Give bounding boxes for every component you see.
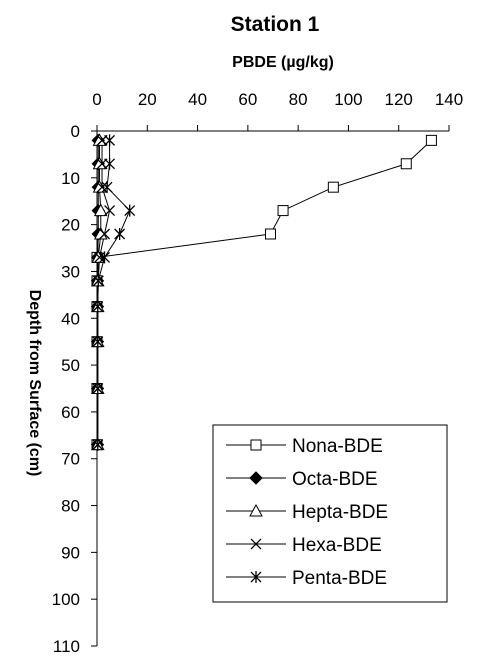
data-point-penta-bde xyxy=(124,204,136,217)
data-point-hexa-bde xyxy=(94,251,105,263)
legend-marker-penta-bde xyxy=(250,571,262,583)
x-tick-label: 60 xyxy=(238,90,257,109)
x-tick-label: 140 xyxy=(435,90,463,109)
series-markers xyxy=(90,133,437,452)
y-axis-title: Depth from Surface (cm) xyxy=(26,290,43,477)
y-tick-label: 100 xyxy=(52,590,80,609)
data-point-penta-bde xyxy=(99,251,111,264)
chart-title: Station 1 xyxy=(231,13,320,36)
data-point-nona-bde xyxy=(277,205,289,217)
legend-marker-hepta-bde xyxy=(249,503,263,517)
data-point-penta-bde xyxy=(104,157,116,170)
legend-label-hexa-bde: Hexa-BDE xyxy=(292,535,382,556)
data-point-hexa-bde xyxy=(96,181,108,193)
legend-label-octa-bde: Octa-BDE xyxy=(292,469,378,490)
y-tick-label: 80 xyxy=(61,497,80,516)
x-tick-label: 40 xyxy=(188,90,207,109)
y-tick-label: 60 xyxy=(61,403,80,422)
y-tick-label: 90 xyxy=(61,543,80,562)
legend-label-hepta-bde: Hepta-BDE xyxy=(292,502,388,523)
x-tick-label: 20 xyxy=(138,90,157,109)
y-tick-label: 30 xyxy=(61,262,80,281)
legend-marker-nona-bde xyxy=(250,439,262,451)
data-point-penta-bde xyxy=(92,274,104,287)
x-tick-label: 80 xyxy=(289,90,308,109)
y-tick-label: 10 xyxy=(61,169,80,188)
y-tick-label: 50 xyxy=(61,356,80,375)
y-tick-label: 40 xyxy=(61,309,80,328)
legend-label-penta-bde: Penta-BDE xyxy=(292,568,387,589)
data-point-penta-bde xyxy=(114,228,126,240)
data-point-hexa-bde xyxy=(104,205,116,217)
x-tick-label: 0 xyxy=(92,90,101,109)
x-tick-label: 120 xyxy=(385,90,413,109)
y-tick-label: 0 xyxy=(71,122,80,141)
data-point-penta-bde xyxy=(92,335,104,348)
y-tick-label: 20 xyxy=(61,216,80,235)
y-tick-label: 70 xyxy=(61,450,80,469)
legend-marker-hexa-bde xyxy=(250,538,262,550)
data-point-nona-bde xyxy=(264,228,276,240)
data-point-nona-bde xyxy=(425,134,437,146)
data-point-penta-bde xyxy=(92,300,104,313)
data-point-nona-bde xyxy=(327,181,339,193)
data-point-penta-bde xyxy=(104,134,116,147)
data-point-penta-bde xyxy=(92,438,104,451)
y-tick-label: 110 xyxy=(53,637,80,656)
x-tick-label: 100 xyxy=(334,90,362,109)
data-point-hepta-bde xyxy=(93,203,108,217)
x-axis-title: PBDE (µg/kg) xyxy=(232,54,334,71)
legend: Nona-BDE Octa-BDE Hepta-BDE Hexa-BDE Penta-B… xyxy=(212,424,448,603)
legend-label-nona-bde: Nona-BDE xyxy=(292,436,383,457)
data-point-penta-bde xyxy=(101,181,113,194)
data-point-hexa-bde xyxy=(99,228,111,240)
data-point-nona-bde xyxy=(400,158,412,170)
axes: 0 20 40 60 80 100 120 140 0 10 20 30 40 50 60 70 80 90 100… xyxy=(52,90,464,656)
data-point-penta-bde xyxy=(92,382,104,395)
legend-marker-octa-bde xyxy=(249,471,263,485)
